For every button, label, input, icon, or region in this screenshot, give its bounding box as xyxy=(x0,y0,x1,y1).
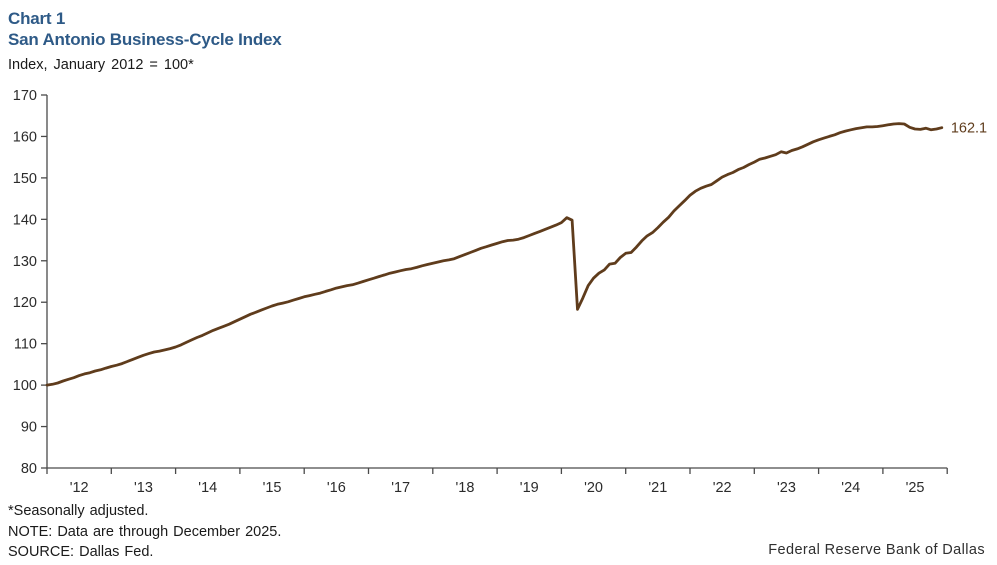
x-tick-label: '15 xyxy=(263,480,282,496)
x-tick-label: '13 xyxy=(134,480,153,496)
x-tick-label: '22 xyxy=(713,480,732,496)
x-tick-label: '18 xyxy=(455,480,474,496)
y-tick-label: 160 xyxy=(13,129,37,145)
end-value-label: 162.1 xyxy=(951,121,987,137)
y-tick-label: 130 xyxy=(13,254,37,270)
y-tick-label: 140 xyxy=(13,212,37,228)
chart-header: Chart 1 San Antonio Business-Cycle Index… xyxy=(8,8,282,73)
y-tick-label: 90 xyxy=(21,420,37,436)
x-tick-label: '23 xyxy=(777,480,796,496)
footnote-seasonal: *Seasonally adjusted. xyxy=(8,503,149,519)
x-tick-label: '25 xyxy=(906,480,925,496)
axis-units-subtitle: Index, January 2012 = 100* xyxy=(8,57,194,73)
y-tick-label: 80 xyxy=(21,461,37,477)
footnotes: *Seasonally adjusted. NOTE: Data are thr… xyxy=(8,501,281,563)
x-tick-label: '20 xyxy=(584,480,603,496)
federal-reserve-wordmark: Federal Reserve Bank of Dallas xyxy=(768,542,985,558)
series-line xyxy=(45,122,944,387)
chart-number: Chart 1 xyxy=(8,9,66,28)
footnote-source: SOURCE: Dallas Fed. xyxy=(8,544,154,560)
y-tick-label: 120 xyxy=(13,295,37,311)
x-tick-label: '16 xyxy=(327,480,346,496)
x-tick-label: '19 xyxy=(520,480,539,496)
footnote-note: NOTE: Data are through December 2025. xyxy=(8,523,282,540)
y-tick-label: 170 xyxy=(13,88,37,104)
x-tick-label: '14 xyxy=(198,480,217,496)
page-title: San Antonio Business-Cycle Index xyxy=(8,30,282,49)
y-tick-label: 100 xyxy=(13,378,37,394)
y-tick-label: 150 xyxy=(13,171,37,187)
x-tick-label: '24 xyxy=(841,480,860,496)
x-tick-label: '12 xyxy=(70,480,89,496)
y-tick-label: 110 xyxy=(14,337,37,353)
x-tick-label: '21 xyxy=(648,480,667,496)
x-tick-label: '17 xyxy=(391,480,410,496)
